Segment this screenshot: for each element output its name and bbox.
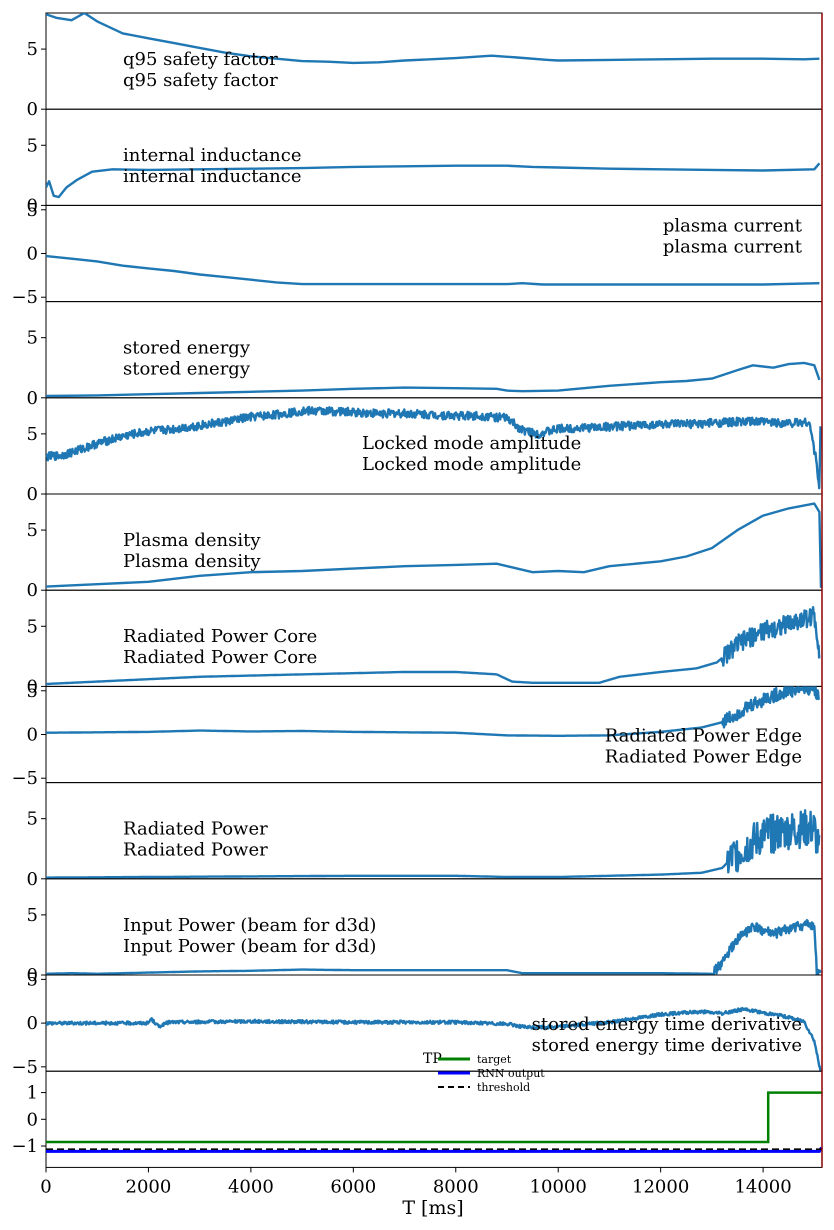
x-tick-label: 2000 xyxy=(126,1176,172,1197)
x-tick-label: 12000 xyxy=(632,1176,689,1197)
series-label: Radiated Power Core xyxy=(123,626,317,647)
y-tick-label: 5 xyxy=(27,424,38,445)
series-line xyxy=(46,809,821,879)
panel-frame xyxy=(45,1070,823,1168)
legend-label-rnn-output: RNN output xyxy=(477,1067,545,1080)
y-tick-label: 5 xyxy=(27,135,38,156)
series-label: Radiated Power Core xyxy=(123,647,317,668)
legend-title: TP xyxy=(423,1051,442,1067)
series-label: stored energy time derivative xyxy=(532,1014,802,1035)
y-tick-label: 0 xyxy=(27,965,38,986)
series-label: Plasma density xyxy=(123,551,261,572)
x-tick-label: 14000 xyxy=(734,1176,791,1197)
x-axis-label: T [ms] xyxy=(402,1197,463,1219)
y-tick-label: 0 xyxy=(27,99,38,120)
series-line xyxy=(46,919,822,975)
y-tick-label: 0 xyxy=(27,725,38,746)
y-tick-label: 0 xyxy=(27,244,38,265)
series-label: q95 safety factor xyxy=(123,70,278,91)
y-tick-label: −1 xyxy=(11,1136,38,1157)
y-tick-label: 5 xyxy=(27,809,38,830)
signal-panel: 0 5 Input Power (beam for d3d)Input Power … xyxy=(27,878,823,986)
y-tick-label: 0 xyxy=(27,1013,38,1034)
series-label: Radiated Power xyxy=(123,819,268,840)
legend-label-target: target xyxy=(477,1053,512,1066)
y-tick-label: 0 xyxy=(27,388,38,409)
series-line xyxy=(46,361,821,398)
series-line xyxy=(46,686,821,737)
series-line xyxy=(46,13,820,65)
prediction-legend: TP target RNN output threshold xyxy=(423,1051,545,1094)
x-tick-label: 0 xyxy=(40,1176,51,1197)
y-tick-label: 5 xyxy=(27,905,38,926)
x-tick-label: 10000 xyxy=(530,1176,587,1197)
series-line xyxy=(46,1006,822,1072)
series-label: plasma current xyxy=(663,215,803,236)
series-label: Locked mode amplitude xyxy=(362,454,581,475)
series-line xyxy=(46,254,820,286)
y-tick-label: 5 xyxy=(27,328,38,349)
y-tick-label: 0 xyxy=(27,869,38,890)
y-tick-label: 5 xyxy=(27,969,38,990)
y-tick-label: 0 xyxy=(27,1109,38,1130)
y-tick-label: 0 xyxy=(27,484,38,505)
series-label: stored energy xyxy=(123,338,251,359)
y-tick-label: 5 xyxy=(27,39,38,60)
series-line xyxy=(46,162,821,199)
series-label: Radiated Power xyxy=(123,840,268,861)
y-tick-label: −5 xyxy=(11,1057,38,1078)
series-line xyxy=(46,502,822,588)
series-label: plasma current xyxy=(663,236,803,257)
y-tick-label: 5 xyxy=(27,616,38,637)
x-tick-label: 6000 xyxy=(330,1176,376,1197)
series-label: Plasma density xyxy=(123,530,261,551)
series-label: Radiated Power Edge xyxy=(605,725,802,746)
x-tick-label: 4000 xyxy=(228,1176,274,1197)
y-tick-label: 0 xyxy=(27,580,38,601)
series-label: stored energy time derivative xyxy=(532,1035,802,1056)
series-label: internal inductance xyxy=(123,166,301,187)
series-line xyxy=(46,606,821,686)
target-line xyxy=(46,1091,822,1144)
series-label: q95 safety factor xyxy=(123,49,278,70)
legend-label-threshold: threshold xyxy=(477,1081,530,1094)
series-label: Locked mode amplitude xyxy=(362,433,581,454)
series-label: Input Power (beam for d3d) xyxy=(123,915,376,936)
y-tick-label: 0 xyxy=(27,676,38,697)
y-tick-label: 5 xyxy=(27,681,38,702)
series-label: Input Power (beam for d3d) xyxy=(123,936,376,957)
series-label: Radiated Power Edge xyxy=(605,746,802,767)
series-line xyxy=(46,405,822,490)
signal-panel: −5 0 5 stored energy time derivativestored … xyxy=(11,969,823,1078)
x-tick-label: 8000 xyxy=(433,1176,479,1197)
y-tick-label: 5 xyxy=(27,520,38,541)
y-tick-label: 1 xyxy=(27,1083,38,1104)
y-tick-label: −5 xyxy=(11,768,38,789)
y-tick-label: 0 xyxy=(27,195,38,216)
series-label: stored energy xyxy=(123,359,251,380)
y-tick-label: −5 xyxy=(11,287,38,308)
series-label: internal inductance xyxy=(123,145,301,166)
y-tick-label: 5 xyxy=(27,200,38,221)
